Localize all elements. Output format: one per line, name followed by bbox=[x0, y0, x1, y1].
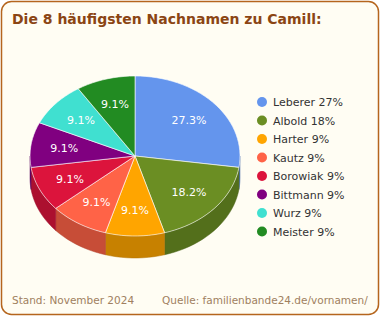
legend-entry: Bittmann 9% bbox=[273, 189, 345, 202]
annotation: Quelle: familienbande24.de/vornamen/ bbox=[162, 294, 368, 306]
data-label: 9.1% bbox=[121, 204, 149, 217]
legend-swatch bbox=[257, 171, 267, 181]
legend-swatch bbox=[257, 97, 267, 107]
pie-side bbox=[105, 233, 164, 258]
legend-swatch bbox=[257, 208, 267, 218]
legend: Leberer 27% Albold 18% Harter 9% Kautz 9% Bo… bbox=[257, 96, 345, 239]
title: Die 8 häufigsten Nachnamen zu Camill: bbox=[12, 11, 322, 27]
legend-swatch bbox=[257, 190, 267, 200]
data-label: 9.1% bbox=[50, 142, 78, 155]
legend-swatch bbox=[257, 227, 267, 237]
legend-swatch bbox=[257, 153, 267, 163]
legend-swatch bbox=[257, 116, 267, 126]
frame bbox=[2, 2, 379, 315]
data-label: 9.1% bbox=[67, 114, 95, 127]
data-label: 9.1% bbox=[101, 98, 129, 111]
legend-entry: Albold 18% bbox=[273, 115, 335, 128]
legend-swatch bbox=[257, 134, 267, 144]
annotation: Stand: November 2024 bbox=[12, 294, 134, 306]
data-label: 27.3% bbox=[172, 114, 207, 127]
data-labels: 27.3% 18.2% 9.1% 9.1% 9.1% 9.1% 9.1% 9.1% bbox=[50, 98, 206, 218]
legend-entry: Leberer 27% bbox=[273, 96, 343, 109]
pie-slices bbox=[30, 76, 240, 236]
data-label: 9.1% bbox=[82, 196, 110, 209]
legend-entry: Borowiak 9% bbox=[273, 170, 344, 183]
data-label: 18.2% bbox=[172, 186, 207, 199]
legend-entry: Wurz 9% bbox=[273, 207, 322, 220]
legend-entry: Kautz 9% bbox=[273, 152, 325, 165]
pie-slice bbox=[135, 76, 240, 167]
data-label: 9.1% bbox=[56, 173, 84, 186]
chart: Die 8 häufigsten Nachnamen zu Camill: 27.… bbox=[0, 0, 380, 316]
legend-entry: Harter 9% bbox=[273, 133, 329, 146]
pie-sides bbox=[30, 156, 240, 258]
legend-entry: Meister 9% bbox=[273, 226, 335, 239]
